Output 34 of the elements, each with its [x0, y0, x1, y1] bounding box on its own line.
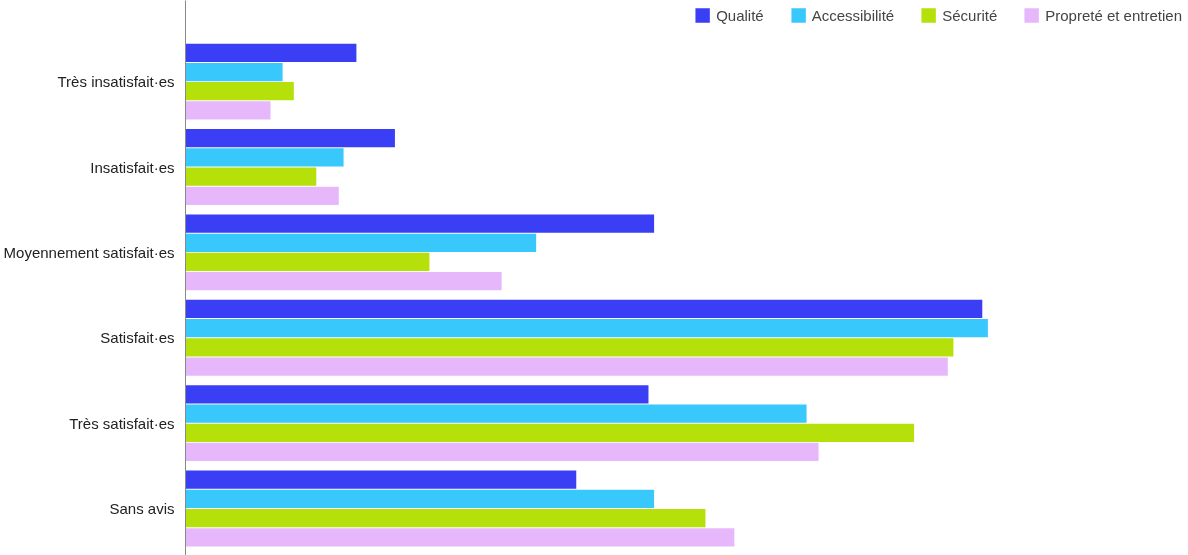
y-tick-label: Très insatisfait·es: [57, 73, 175, 91]
bar: [185, 101, 271, 120]
y-tick-label: Très satisfait·es: [69, 414, 175, 432]
legend-label: Sécurité: [942, 6, 998, 24]
legend-label: Propreté et entretien: [1045, 6, 1182, 24]
y-tick-label: Moyennement satisfait·es: [3, 243, 175, 261]
bar: [185, 319, 988, 338]
bar: [185, 299, 983, 319]
bar: [185, 148, 344, 167]
y-tick-label: Satisfait·es: [100, 329, 175, 347]
bar: [185, 357, 948, 376]
bar: [185, 509, 706, 528]
bar: [185, 167, 317, 186]
y-tick-label: Insatisfait·es: [90, 158, 175, 176]
legend-label: Qualité: [716, 6, 764, 24]
bar: [185, 528, 735, 547]
bar: [185, 233, 537, 252]
bar: [185, 272, 502, 291]
bar: [185, 214, 655, 233]
bar: [185, 442, 819, 462]
bar: [185, 423, 915, 442]
bar: [185, 62, 283, 82]
bar: [185, 338, 954, 357]
bar: [185, 385, 649, 404]
bar: [185, 129, 395, 148]
bar: [185, 252, 430, 272]
bar: [185, 404, 807, 423]
bar: [185, 82, 294, 101]
y-tick-label: Sans avis: [109, 500, 175, 518]
bar: [185, 186, 339, 205]
bar: [185, 470, 577, 489]
bar: [185, 489, 655, 509]
legend-label: Accessibilité: [811, 6, 895, 24]
bar: [185, 43, 357, 62]
